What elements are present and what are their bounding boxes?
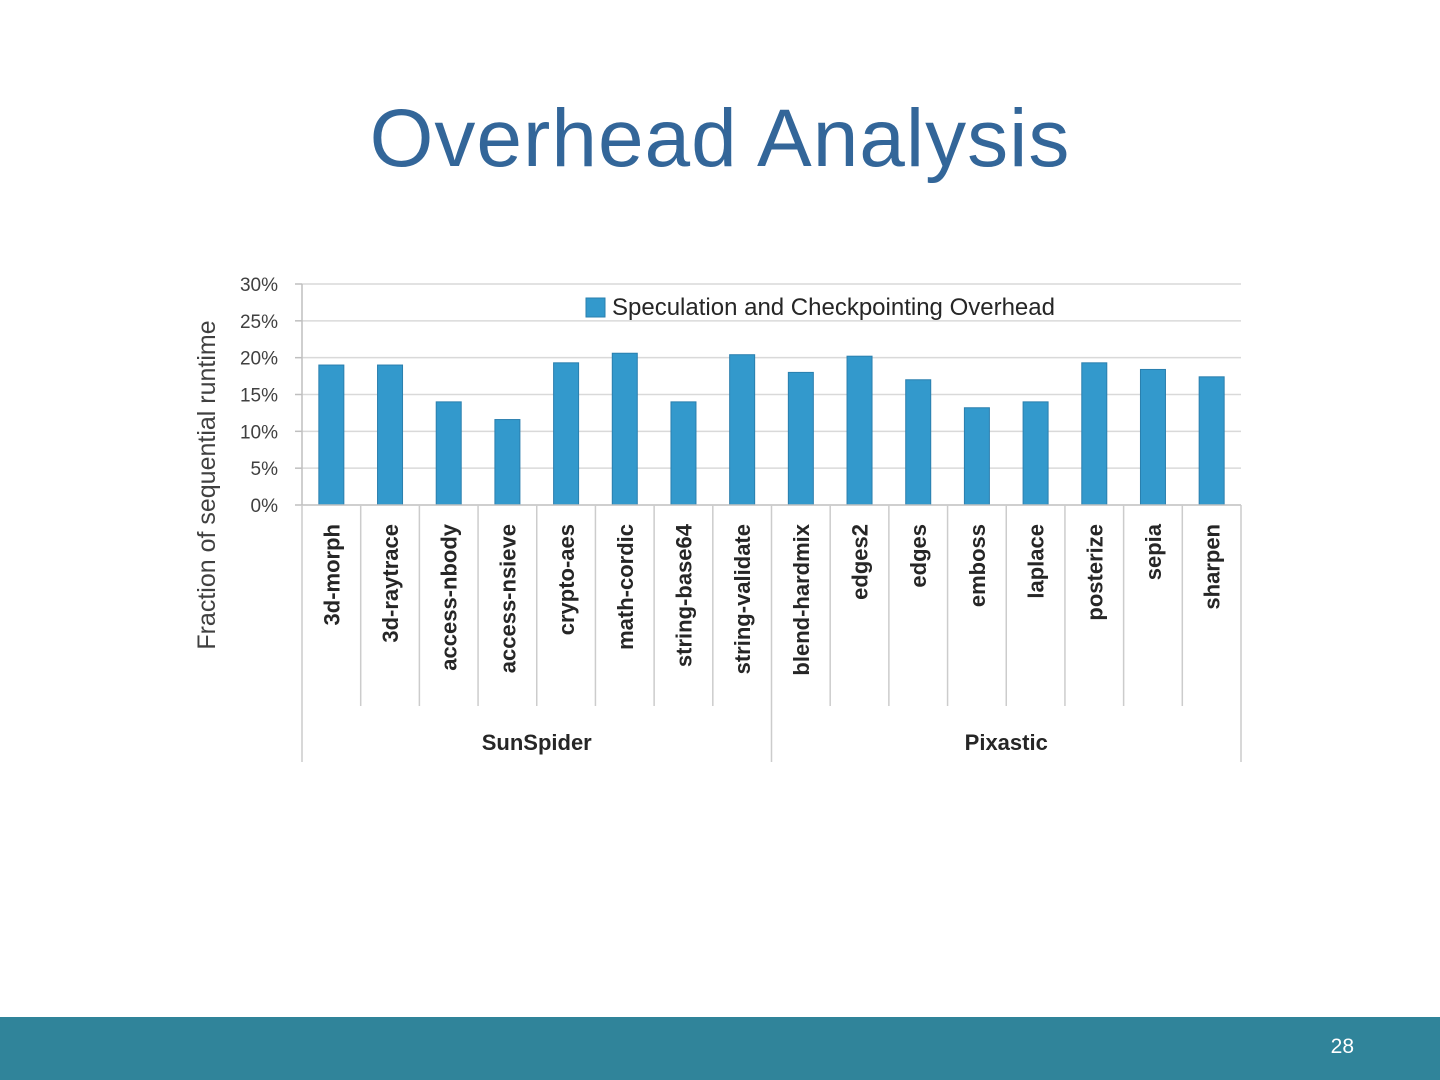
x-tick-label: edges2 — [848, 524, 873, 600]
x-tick-label: string-base64 — [671, 523, 696, 667]
page-number: 28 — [1330, 1035, 1354, 1058]
bar-string-validate — [729, 354, 756, 506]
bar-edges — [905, 379, 932, 506]
bar-posterize — [1081, 362, 1108, 506]
bar-blend-hardmix — [787, 371, 814, 506]
overhead-bar-chart: 0% 5% 10% 15% 20% 25% 30% 3d-morph 3d-raytrace ac… — [193, 275, 1242, 762]
x-tick-label: sharpen — [1200, 524, 1225, 610]
x-tick-label: string-validate — [730, 524, 755, 674]
group-label: Pixastic — [965, 730, 1048, 755]
x-tick-label: posterize — [1082, 524, 1107, 621]
x-tick-label: blend-hardmix — [789, 523, 814, 675]
x-tick-label: access-nsieve — [495, 524, 520, 673]
y-tick-label: 10% — [240, 422, 278, 443]
bar-sepia — [1139, 368, 1166, 506]
x-tick-label: sepia — [1141, 523, 1166, 580]
bar-sharpen — [1198, 376, 1225, 506]
legend-label: Speculation and Checkpointing Overhead — [612, 294, 1055, 321]
slide-title: Overhead Analysis — [369, 93, 1071, 184]
bar-access-nbody — [435, 401, 462, 506]
bar-edges2 — [846, 355, 873, 506]
legend-swatch — [585, 297, 606, 318]
bar-math-cordic — [611, 352, 638, 506]
y-tick-label: 0% — [251, 496, 279, 517]
bar-3d-morph — [318, 364, 345, 506]
x-tick-label: 3d-morph — [319, 524, 344, 625]
x-tick-label: access-nbody — [437, 523, 462, 670]
bar-3d-raytrace — [377, 364, 404, 506]
y-tick-label: 25% — [240, 312, 278, 333]
y-tick-label: 20% — [240, 349, 278, 370]
bar-emboss — [963, 407, 990, 506]
x-tick-label: crypto-aes — [554, 524, 579, 635]
labels: 0% 5% 10% 15% 20% 25% 30% 3d-morph 3d-raytrace ac… — [193, 275, 1225, 755]
bar-crypto-aes — [553, 362, 580, 506]
x-tick-label: laplace — [1024, 524, 1049, 599]
footer-bar: 28 — [0, 1017, 1440, 1080]
x-tick-label: math-cordic — [613, 524, 638, 650]
x-tick-label: 3d-raytrace — [378, 524, 403, 643]
x-tick-label: edges — [906, 524, 931, 588]
x-tick-label: emboss — [965, 524, 990, 607]
y-tick-label: 5% — [251, 459, 279, 480]
bar-string-base64 — [670, 401, 697, 506]
y-tick-label: 30% — [240, 275, 278, 296]
bars — [318, 352, 1225, 506]
y-axis-title: Fraction of sequential runtime — [193, 320, 221, 649]
bar-access-nsieve — [494, 419, 521, 506]
group-label: SunSpider — [482, 730, 592, 755]
bar-laplace — [1022, 401, 1049, 506]
y-tick-label: 15% — [240, 386, 278, 407]
axes — [295, 283, 1242, 762]
